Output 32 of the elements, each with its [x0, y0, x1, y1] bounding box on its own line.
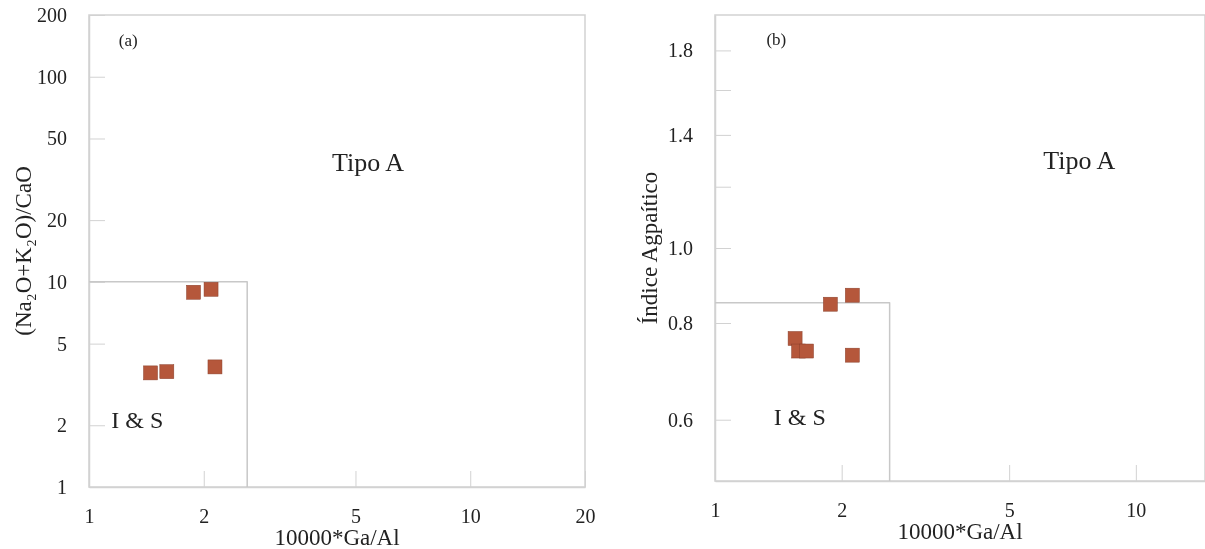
y-tick-label: 0.8 — [668, 311, 693, 334]
x-tick-label: 10 — [460, 505, 481, 528]
y-tick-label: 50 — [47, 127, 67, 150]
annotation: I & S — [111, 407, 164, 433]
y-tick-label: 0.6 — [668, 408, 693, 431]
annotation: Tipo A — [1043, 145, 1116, 175]
y-tick-label: 10 — [47, 270, 67, 293]
y-tick-label: 5 — [57, 332, 67, 355]
annotation: (b) — [766, 30, 787, 50]
annotation: (a) — [118, 30, 138, 50]
x-tick-label: 1 — [710, 499, 721, 522]
y-tick-label: 1.0 — [668, 236, 693, 259]
x-tick-label: 1 — [84, 505, 95, 528]
y-axis-title: Índice Agpaítico — [637, 171, 662, 325]
y-axis-title: (Na₂O+K₂O)/CaO — [11, 166, 36, 336]
y-tick-label: 2 — [57, 414, 67, 437]
y-tick-label: 200 — [37, 3, 67, 26]
y-tick-label: 1.4 — [668, 123, 693, 146]
y-tick-label: 100 — [37, 65, 67, 88]
x-tick-label: 2 — [199, 505, 210, 528]
y-tick-label: 1 — [57, 475, 67, 498]
x-tick-label: 20 — [575, 505, 596, 528]
x-tick-label: 2 — [837, 499, 848, 522]
x-tick-label: 5 — [1004, 499, 1015, 522]
x-tick-label: 10 — [1126, 499, 1147, 522]
y-tick-label: 1.8 — [668, 39, 693, 62]
y-tick-label: 20 — [47, 209, 67, 232]
x-axis-title: 10000*Ga/Al — [274, 525, 400, 549]
x-axis-title: 10000*Ga/Al — [897, 519, 1023, 544]
x-tick-label: 5 — [350, 505, 361, 528]
annotation: I & S — [773, 404, 826, 431]
annotation: Tipo A — [332, 147, 405, 177]
